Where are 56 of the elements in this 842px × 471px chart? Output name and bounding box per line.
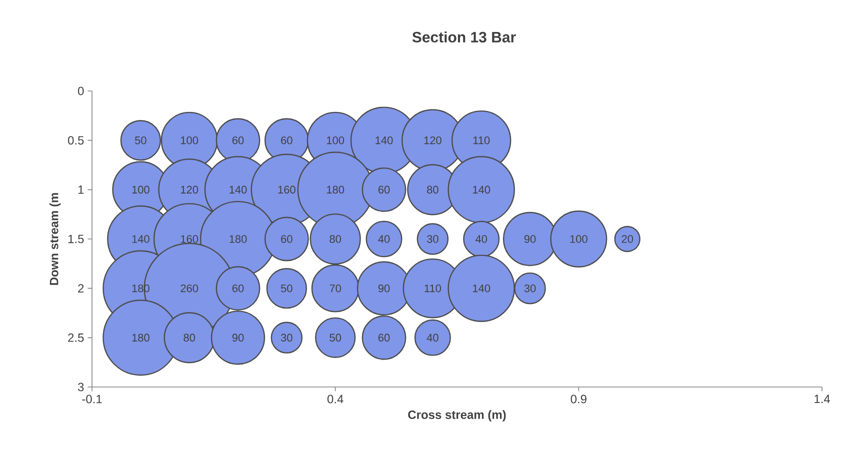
data-label: 90 xyxy=(232,334,244,342)
data-label: 40 xyxy=(475,235,488,243)
data-label: 60 xyxy=(281,235,292,243)
data-label: 50 xyxy=(134,136,146,144)
data-label: 80 xyxy=(427,186,438,194)
data-label: 80 xyxy=(184,334,196,342)
x-axis-title: Cross stream (m) xyxy=(408,410,506,422)
data-label: 80 xyxy=(330,235,342,243)
y-axis-title: Down stream (m xyxy=(49,193,61,285)
data-label: 90 xyxy=(378,284,390,292)
data-label: 60 xyxy=(378,334,390,342)
data-label: 90 xyxy=(524,235,536,243)
data-label: 110 xyxy=(424,284,441,292)
data-label: 50 xyxy=(280,284,292,292)
data-label: 100 xyxy=(180,136,198,144)
data-label: 30 xyxy=(524,284,536,292)
x-tick-label: 1.4 xyxy=(814,394,830,404)
x-tick-label: 0.4 xyxy=(327,394,344,404)
data-label: 140 xyxy=(472,186,490,194)
data-label: 160 xyxy=(278,186,296,194)
data-label: 180 xyxy=(132,334,150,342)
data-label: 140 xyxy=(132,235,150,243)
data-label: 120 xyxy=(180,186,198,194)
data-label: 40 xyxy=(378,235,390,243)
data-label: 100 xyxy=(570,235,588,243)
data-label: 140 xyxy=(230,186,247,194)
data-label: 100 xyxy=(326,136,344,144)
data-label: 100 xyxy=(132,186,150,194)
y-tick-label: 1 xyxy=(78,186,84,194)
data-label: 40 xyxy=(426,334,438,342)
data-label: 140 xyxy=(472,284,490,292)
data-label: 160 xyxy=(180,235,198,243)
data-label: 30 xyxy=(426,235,438,243)
data-label: 50 xyxy=(330,334,342,342)
x-tick-label: -0.1 xyxy=(82,394,102,404)
y-tick-label: 0.5 xyxy=(68,136,84,145)
y-tick-label: 0 xyxy=(78,86,84,96)
data-label: 70 xyxy=(330,284,342,292)
data-label: 60 xyxy=(281,136,292,144)
y-tick-label: 2.5 xyxy=(68,333,84,342)
data-label: 120 xyxy=(424,136,442,144)
data-label: 180 xyxy=(326,186,344,194)
data-label: 140 xyxy=(376,136,393,144)
data-label: 260 xyxy=(180,284,198,292)
y-tick-label: 1.5 xyxy=(68,234,84,244)
data-label: 30 xyxy=(280,334,292,342)
data-label: 60 xyxy=(232,136,244,144)
x-tick-label: 0.9 xyxy=(570,394,586,404)
chart-title: Section 13 Bar xyxy=(412,31,516,43)
data-label: 110 xyxy=(473,136,490,144)
data-label: 20 xyxy=(622,235,634,243)
data-label: 60 xyxy=(232,284,244,292)
y-tick-label: 3 xyxy=(78,382,84,392)
data-label: 60 xyxy=(378,186,390,194)
y-tick-label: 2 xyxy=(78,284,84,293)
data-label: 180 xyxy=(230,235,247,243)
